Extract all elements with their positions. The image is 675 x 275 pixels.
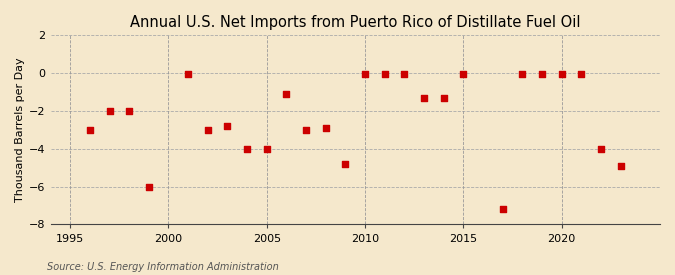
Point bbox=[321, 126, 331, 130]
Title: Annual U.S. Net Imports from Puerto Rico of Distillate Fuel Oil: Annual U.S. Net Imports from Puerto Rico… bbox=[130, 15, 580, 30]
Point bbox=[399, 72, 410, 76]
Point bbox=[418, 95, 429, 100]
Point bbox=[261, 147, 272, 151]
Y-axis label: Thousand Barrels per Day: Thousand Barrels per Day bbox=[15, 57, 25, 202]
Point bbox=[556, 72, 567, 76]
Point bbox=[458, 72, 469, 76]
Point bbox=[360, 72, 371, 76]
Point bbox=[301, 128, 312, 132]
Point bbox=[616, 164, 626, 168]
Point bbox=[104, 109, 115, 113]
Point bbox=[242, 147, 252, 151]
Point bbox=[438, 95, 449, 100]
Text: Source: U.S. Energy Information Administration: Source: U.S. Energy Information Administ… bbox=[47, 262, 279, 272]
Point bbox=[222, 124, 233, 128]
Point bbox=[537, 72, 547, 76]
Point bbox=[281, 92, 292, 96]
Point bbox=[124, 109, 134, 113]
Point bbox=[497, 207, 508, 211]
Point bbox=[84, 128, 95, 132]
Point bbox=[202, 128, 213, 132]
Point bbox=[183, 72, 194, 76]
Point bbox=[340, 162, 351, 166]
Point bbox=[595, 147, 606, 151]
Point bbox=[517, 72, 528, 76]
Point bbox=[379, 72, 390, 76]
Point bbox=[143, 185, 154, 189]
Point bbox=[576, 72, 587, 76]
